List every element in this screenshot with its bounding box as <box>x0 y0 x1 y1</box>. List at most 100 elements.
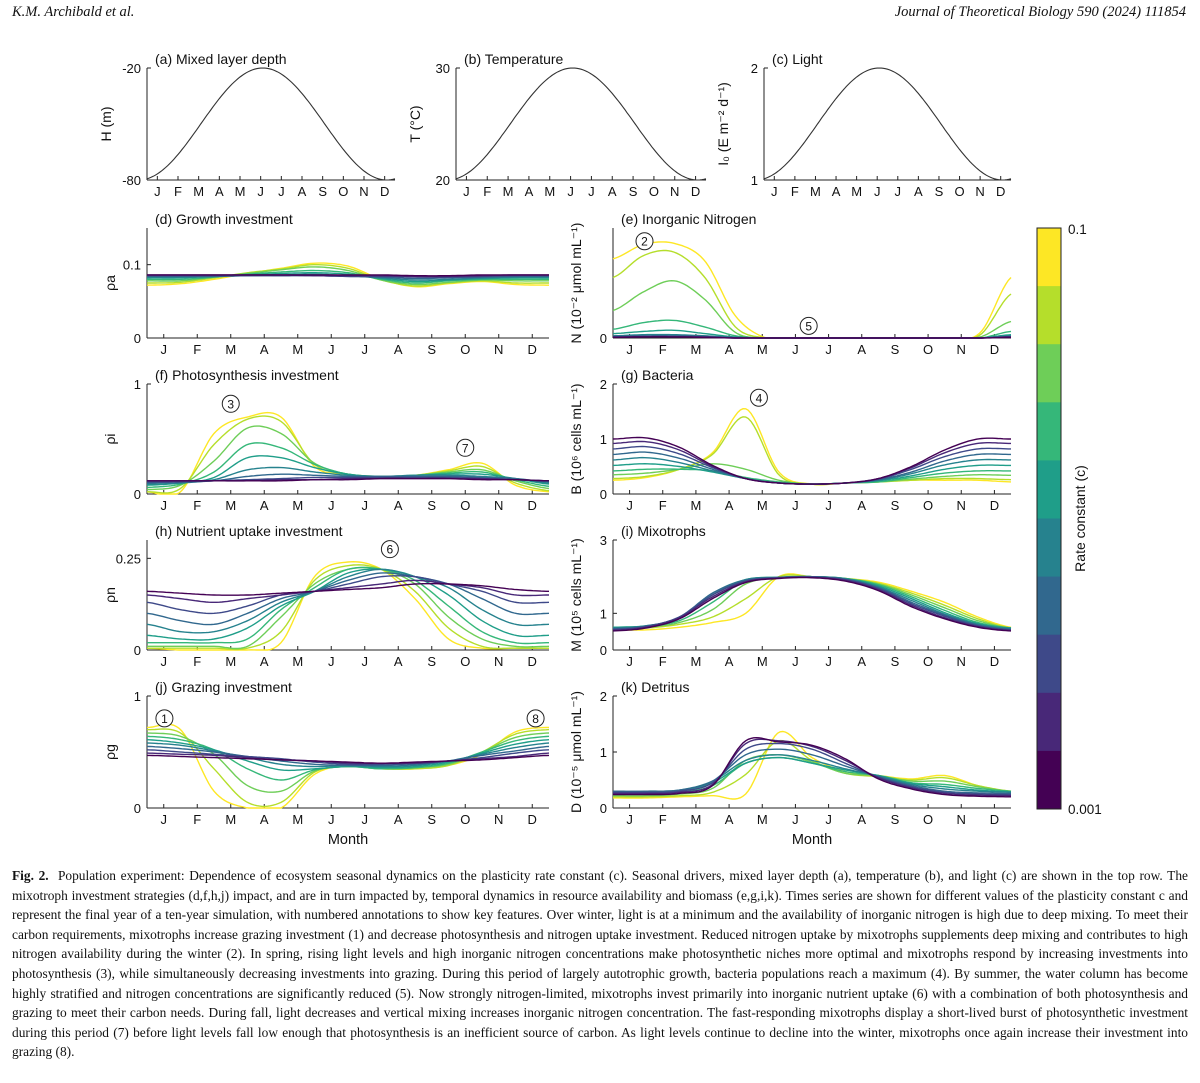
y-tick-label: 3 <box>600 533 607 548</box>
panel-h: J F M A M J J A S O N D 0.25 0 (h) Nutrient uptake inv… <box>102 523 550 669</box>
y-axis-label: M (10⁵ cells mL⁻¹) <box>568 538 584 652</box>
annotation-marker <box>799 316 818 335</box>
month-tick-label: O <box>460 654 470 669</box>
panel-i: J F M A M J J A S O N D 3 1 0 (i) Mixotrophs M (10⁵ cell… <box>568 523 1012 669</box>
month-tick-label: O <box>923 342 933 357</box>
month-tick-label: S <box>427 342 436 357</box>
month-tick-label: F <box>659 654 667 669</box>
month-tick-label: S <box>318 184 327 199</box>
annotation-marker <box>380 540 399 559</box>
series-line <box>146 749 550 766</box>
colorbar-min-label: 0.001 <box>1068 802 1102 817</box>
annotation-number: 3 <box>227 397 234 411</box>
month-tick-label: A <box>725 812 734 827</box>
series-line <box>146 560 549 651</box>
panel-title: (a) Mixed layer depth <box>155 51 287 67</box>
month-tick-label: M <box>292 812 303 827</box>
series-line <box>147 477 550 482</box>
annotation-marker <box>526 709 545 728</box>
caption-label: Fig. 2. <box>12 868 49 883</box>
forcing-line <box>146 67 396 181</box>
month-tick-label: A <box>725 654 734 669</box>
month-tick-label: J <box>362 342 369 357</box>
series-line <box>146 568 550 634</box>
y-tick-label: 0 <box>134 801 141 816</box>
figure-panels: J F M A M J J A S O N D-20-80(a) Mixed layer depthH… <box>98 51 1012 848</box>
y-axis-label: B (10⁶ cells mL⁻¹) <box>568 383 584 494</box>
month-tick-label: J <box>792 498 799 513</box>
month-tick-label: N <box>957 812 966 827</box>
panel-title: (h) Nutrient uptake investment <box>155 523 343 539</box>
y-tick-label: 0.1 <box>123 258 141 273</box>
y-tick-label: 0 <box>134 643 141 658</box>
month-tick-label: D <box>990 498 999 513</box>
month-tick-label: A <box>298 184 307 199</box>
month-tick-label: M <box>235 184 246 199</box>
annotation-number: 4 <box>756 391 763 405</box>
month-tick-label: J <box>567 184 574 199</box>
series-line <box>613 742 1012 796</box>
y-tick-label: 2 <box>751 61 758 76</box>
panel-title: (f) Photosynthesis investment <box>155 367 339 383</box>
colorbar-swatch <box>1037 402 1061 461</box>
month-tick-label: M <box>292 498 303 513</box>
month-tick-label: M <box>225 812 236 827</box>
month-tick-label: D <box>990 342 999 357</box>
forcing-line <box>763 67 1012 181</box>
series-line <box>147 274 549 277</box>
month-tick-label: A <box>260 812 269 827</box>
month-tick-label: S <box>891 812 900 827</box>
series-line <box>613 336 1012 339</box>
month-tick-label: A <box>608 184 617 199</box>
month-tick-label: A <box>914 184 923 199</box>
colorbar-swatch <box>1037 518 1061 578</box>
y-axis-label: T (°C) <box>407 105 423 142</box>
month-tick-label: F <box>483 184 491 199</box>
month-tick-label: O <box>923 498 933 513</box>
y-tick-label: 2 <box>600 377 607 392</box>
y-tick-label: 1 <box>600 745 607 760</box>
figure-2: J F M A M J J A S O N D-20-80(a) Mixed layer depthH… <box>98 51 1102 848</box>
month-tick-label: J <box>328 498 335 513</box>
y-tick-label: 1 <box>600 606 607 621</box>
month-tick-label: J <box>825 342 832 357</box>
month-tick-label: F <box>193 342 201 357</box>
y-tick-label: 20 <box>436 173 450 188</box>
annotation-marker <box>155 709 174 728</box>
month-tick-label: J <box>161 654 168 669</box>
month-tick-label: F <box>193 812 201 827</box>
month-tick-label: F <box>659 498 667 513</box>
y-tick-label: 0 <box>600 643 607 658</box>
month-tick-label: A <box>394 342 403 357</box>
month-tick-label: M <box>193 184 204 199</box>
month-tick-label: J <box>792 654 799 669</box>
y-axis-label: I₀ (E m⁻² d⁻¹) <box>715 82 731 166</box>
y-tick-label: 0 <box>134 331 141 346</box>
month-tick-label: N <box>494 812 503 827</box>
y-tick-label: 0 <box>600 801 607 816</box>
month-tick-label: N <box>957 342 966 357</box>
y-tick-label: 0 <box>600 331 607 346</box>
month-tick-label: A <box>394 812 403 827</box>
month-tick-label: S <box>427 654 436 669</box>
y-tick-label: 1 <box>751 173 758 188</box>
series-line <box>146 739 550 772</box>
month-tick-label: J <box>626 498 633 513</box>
month-tick-label: N <box>957 498 966 513</box>
month-tick-label: J <box>257 184 264 199</box>
annotation-number: 1 <box>161 712 168 726</box>
colorbar-max-label: 0.1 <box>1068 222 1087 237</box>
month-tick-label: J <box>771 184 778 199</box>
month-tick-label: O <box>460 812 470 827</box>
y-tick-label: 2 <box>600 689 607 704</box>
month-tick-label: J <box>626 342 633 357</box>
series-line <box>147 564 549 651</box>
month-tick-label: J <box>825 654 832 669</box>
colorbar: 0.1 0.001 Rate constant (c) <box>1036 222 1102 817</box>
y-tick-label: -20 <box>122 61 141 76</box>
month-tick-label: O <box>954 184 964 199</box>
month-tick-label: D <box>380 184 389 199</box>
month-tick-label: D <box>691 184 700 199</box>
month-tick-label: A <box>260 342 269 357</box>
